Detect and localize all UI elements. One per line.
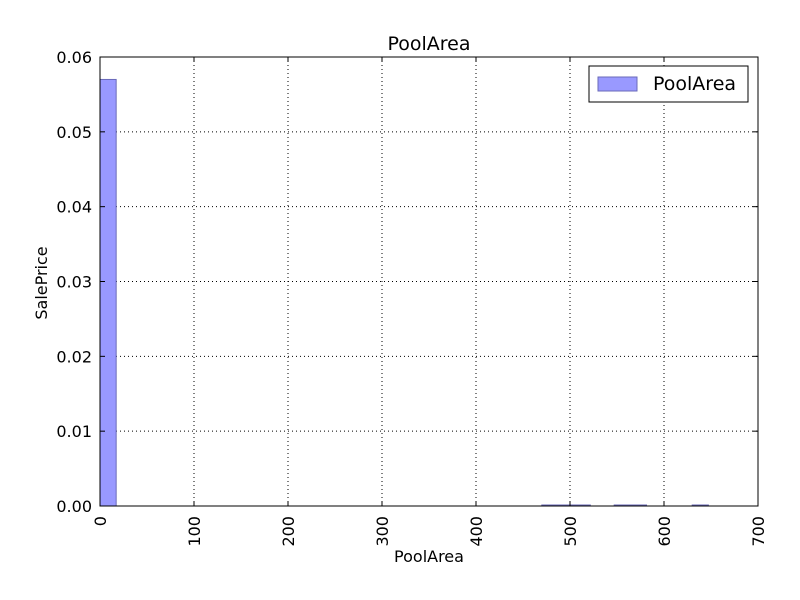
x-tick-label: 0: [91, 516, 110, 526]
legend-swatch: [597, 76, 638, 92]
y-tick-label: 0.02: [56, 347, 92, 366]
x-tick-label: 200: [279, 516, 298, 547]
legend-label: PoolArea: [653, 73, 736, 95]
x-tick-label: 400: [467, 516, 486, 547]
x-tick-label: 100: [185, 516, 204, 547]
histogram-bar: [99, 78, 117, 507]
grid-layer: [99, 56, 759, 507]
y-tick-label: 0.06: [56, 48, 92, 67]
x-tick-label: 700: [749, 516, 768, 547]
ticks-layer: 0 100 200 300 400 500 600 700 0.00 0.01 0.02 0.03 0.…: [56, 48, 768, 547]
bars-layer: [99, 78, 709, 507]
y-axis-label: SalePrice: [32, 246, 51, 319]
legend: PoolArea: [588, 65, 749, 103]
x-tick-label: 500: [561, 516, 580, 547]
x-axis-label: PoolArea: [394, 547, 464, 566]
chart-title: PoolArea: [387, 33, 470, 55]
y-tick-label: 0.01: [56, 422, 92, 441]
y-tick-label: 0.04: [56, 198, 92, 217]
x-tick-label: 600: [655, 516, 674, 547]
y-tick-label: 0.00: [56, 497, 92, 516]
y-tick-label: 0.03: [56, 273, 92, 292]
x-tick-label: 300: [373, 516, 392, 547]
y-tick-label: 0.05: [56, 123, 92, 142]
